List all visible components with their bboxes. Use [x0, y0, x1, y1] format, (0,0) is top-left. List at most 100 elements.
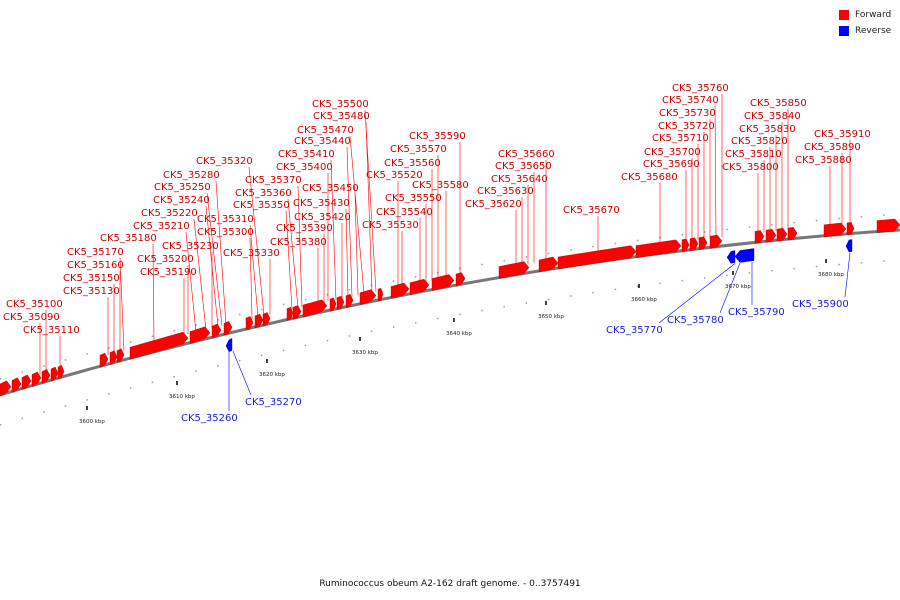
- reverse-gene-arrow[interactable]: [845, 239, 853, 253]
- forward-gene-arrow[interactable]: [329, 297, 337, 312]
- forward-gene-label[interactable]: CK5_35350: [233, 200, 290, 211]
- forward-gene-label[interactable]: CK5_35800: [722, 162, 779, 173]
- forward-gene-label[interactable]: CK5_35160: [67, 260, 124, 271]
- forward-gene-label[interactable]: CK5_35840: [744, 111, 801, 122]
- forward-gene-label[interactable]: CK5_35250: [154, 182, 211, 193]
- forward-gene-arrow[interactable]: [846, 222, 855, 236]
- reverse-gene-label[interactable]: CK5_35780: [667, 315, 724, 326]
- reverse-gene-label[interactable]: CK5_35900: [792, 299, 849, 310]
- forward-gene-label[interactable]: CK5_35100: [6, 299, 63, 310]
- forward-gene-label[interactable]: CK5_35690: [643, 159, 700, 170]
- forward-gene-label[interactable]: CK5_35450: [302, 183, 359, 194]
- forward-gene-label[interactable]: CK5_35680: [621, 172, 678, 183]
- forward-gene-label[interactable]: CK5_35530: [362, 220, 419, 231]
- forward-gene-label[interactable]: CK5_35170: [67, 247, 124, 258]
- forward-gene-label[interactable]: CK5_35320: [196, 156, 253, 167]
- forward-gene-arrow[interactable]: [557, 245, 637, 270]
- forward-gene-arrow[interactable]: [0, 380, 12, 397]
- forward-gene-label[interactable]: CK5_35470: [297, 125, 354, 136]
- forward-gene-arrow[interactable]: [109, 350, 118, 365]
- forward-gene-arrow[interactable]: [431, 274, 455, 291]
- forward-gene-label[interactable]: CK5_35520: [366, 170, 423, 181]
- forward-gene-label[interactable]: CK5_35310: [197, 214, 254, 225]
- forward-gene-label[interactable]: CK5_35220: [141, 208, 198, 219]
- forward-gene-arrow[interactable]: [50, 366, 59, 382]
- forward-gene-arrow[interactable]: [359, 289, 377, 306]
- forward-gene-label[interactable]: CK5_35380: [270, 237, 327, 248]
- forward-gene-label[interactable]: CK5_35400: [276, 162, 333, 173]
- forward-gene-arrow[interactable]: [41, 369, 51, 384]
- forward-gene-label[interactable]: CK5_35500: [312, 99, 369, 110]
- forward-gene-arrow[interactable]: [787, 227, 798, 241]
- forward-gene-label[interactable]: CK5_35110: [23, 325, 80, 336]
- forward-gene-label[interactable]: CK5_35880: [795, 155, 852, 166]
- forward-gene-label[interactable]: CK5_35650: [495, 161, 552, 172]
- forward-gene-arrow[interactable]: [57, 365, 65, 380]
- forward-gene-label[interactable]: CK5_35760: [672, 83, 729, 94]
- forward-gene-label[interactable]: CK5_35820: [731, 136, 788, 147]
- forward-gene-arrow[interactable]: [498, 261, 530, 279]
- forward-gene-label[interactable]: CK5_35430: [293, 198, 350, 209]
- forward-gene-label[interactable]: CK5_35280: [163, 170, 220, 181]
- forward-gene-arrow[interactable]: [698, 236, 708, 250]
- forward-gene-label[interactable]: CK5_35240: [153, 195, 210, 206]
- reverse-gene-arrow[interactable]: [726, 250, 736, 264]
- forward-gene-arrow[interactable]: [709, 234, 723, 249]
- forward-gene-label[interactable]: CK5_35630: [477, 186, 534, 197]
- forward-gene-arrow[interactable]: [254, 313, 264, 329]
- forward-gene-label[interactable]: CK5_35300: [197, 227, 254, 238]
- forward-gene-label[interactable]: CK5_35890: [804, 142, 861, 153]
- reverse-gene-arrow[interactable]: [225, 338, 233, 353]
- forward-gene-arrow[interactable]: [754, 230, 765, 244]
- forward-gene-label[interactable]: CK5_35720: [658, 121, 715, 132]
- forward-gene-label[interactable]: CK5_35210: [133, 221, 190, 232]
- forward-gene-label[interactable]: CK5_35440: [294, 136, 351, 147]
- forward-gene-label[interactable]: CK5_35810: [725, 149, 782, 160]
- forward-gene-arrow[interactable]: [223, 321, 233, 336]
- reverse-gene-label[interactable]: CK5_35770: [606, 325, 663, 336]
- forward-gene-arrow[interactable]: [129, 331, 189, 360]
- forward-gene-label[interactable]: CK5_35480: [313, 111, 370, 122]
- forward-gene-label[interactable]: CK5_35180: [100, 233, 157, 244]
- forward-gene-arrow[interactable]: [245, 316, 254, 331]
- forward-gene-arrow[interactable]: [689, 237, 699, 251]
- forward-gene-label[interactable]: CK5_35590: [409, 131, 466, 142]
- forward-gene-label[interactable]: CK5_35580: [412, 180, 469, 191]
- forward-gene-arrow[interactable]: [409, 278, 430, 296]
- forward-gene-label[interactable]: CK5_35560: [384, 158, 441, 169]
- forward-gene-label[interactable]: CK5_35660: [498, 149, 555, 160]
- forward-gene-arrow[interactable]: [390, 282, 410, 299]
- forward-gene-label[interactable]: CK5_35390: [276, 223, 333, 234]
- forward-gene-arrow[interactable]: [345, 294, 354, 309]
- forward-gene-label[interactable]: CK5_35710: [652, 133, 709, 144]
- forward-gene-label[interactable]: CK5_35230: [162, 241, 219, 252]
- forward-gene-label[interactable]: CK5_35420: [294, 212, 351, 223]
- forward-gene-arrow[interactable]: [538, 256, 559, 273]
- forward-gene-label[interactable]: CK5_35730: [659, 108, 716, 119]
- forward-gene-label[interactable]: CK5_35130: [63, 286, 120, 297]
- forward-gene-label[interactable]: CK5_35670: [563, 205, 620, 216]
- reverse-gene-label[interactable]: CK5_35260: [181, 413, 238, 424]
- forward-gene-label[interactable]: CK5_35370: [245, 175, 302, 186]
- forward-gene-arrow[interactable]: [876, 218, 900, 233]
- forward-gene-arrow[interactable]: [302, 299, 328, 318]
- forward-gene-arrow[interactable]: [336, 295, 345, 310]
- forward-gene-label[interactable]: CK5_35540: [376, 207, 433, 218]
- forward-gene-arrow[interactable]: [11, 377, 22, 393]
- forward-gene-arrow[interactable]: [377, 287, 384, 302]
- forward-gene-label[interactable]: CK5_35090: [3, 312, 60, 323]
- forward-gene-arrow[interactable]: [635, 239, 682, 258]
- forward-gene-arrow[interactable]: [286, 306, 294, 321]
- forward-gene-arrow[interactable]: [292, 305, 302, 320]
- forward-gene-label[interactable]: CK5_35740: [662, 95, 719, 106]
- forward-gene-label[interactable]: CK5_35700: [644, 147, 701, 158]
- reverse-gene-label[interactable]: CK5_35270: [245, 397, 302, 408]
- forward-gene-arrow[interactable]: [823, 222, 847, 238]
- forward-gene-arrow[interactable]: [211, 323, 222, 339]
- forward-gene-label[interactable]: CK5_35620: [465, 199, 522, 210]
- forward-gene-label[interactable]: CK5_35570: [390, 144, 447, 155]
- forward-gene-arrow[interactable]: [21, 374, 32, 390]
- forward-gene-label[interactable]: CK5_35830: [739, 124, 796, 135]
- forward-gene-arrow[interactable]: [776, 227, 788, 242]
- forward-gene-label[interactable]: CK5_35200: [137, 254, 194, 265]
